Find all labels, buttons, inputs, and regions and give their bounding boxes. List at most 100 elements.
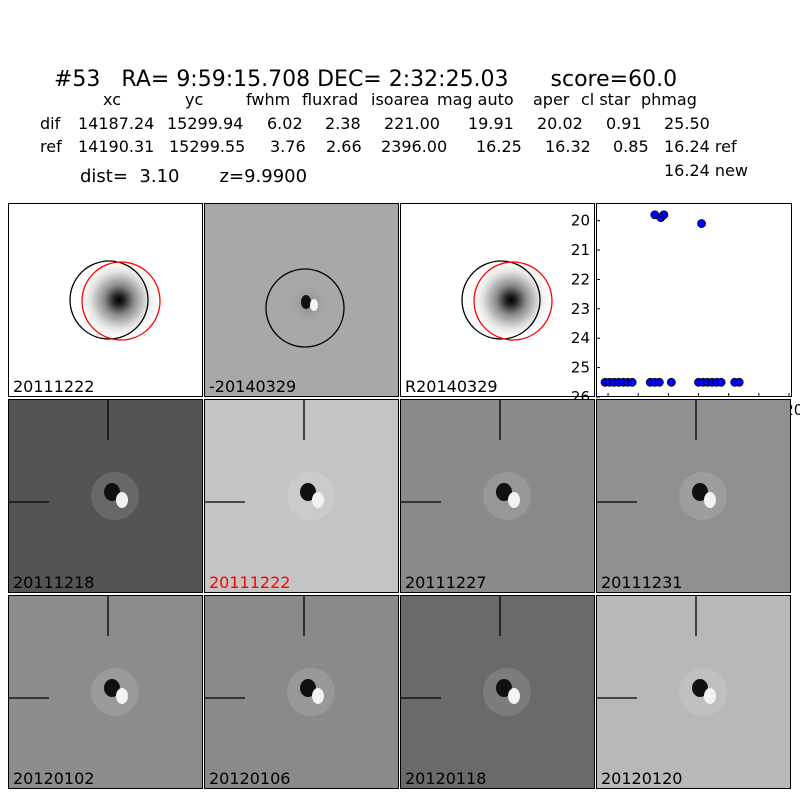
residual-bright (116, 688, 128, 704)
dif-aper: 20.02 (537, 114, 583, 133)
y-tick-label: 21 (571, 241, 590, 259)
col-isoarea: isoarea (371, 90, 430, 109)
star-blob (77, 258, 161, 342)
dif-isoarea: 221.00 (384, 114, 440, 133)
residual-bright (116, 492, 128, 508)
score-label: score= (550, 67, 629, 92)
dipole-bright (310, 299, 318, 311)
panel-label: 20120106 (209, 769, 291, 788)
panel-label: 20120120 (601, 769, 683, 788)
lightcurve-svg: 20212223242526020406080100120 (571, 203, 800, 419)
dist-label: dist= (80, 166, 128, 187)
epoch-panel: 20120120 (596, 595, 791, 789)
ref-isoarea: 2396.00 (381, 137, 448, 156)
ref-mag-auto: 16.25 (476, 137, 522, 156)
dif-fwhm: 6.02 (267, 114, 303, 133)
dist-line: dist= 3.10 z=9.9900 (80, 166, 307, 187)
dif-fluxrad: 2.38 (325, 114, 361, 133)
residual-dark (692, 483, 708, 501)
residual-dark (496, 483, 512, 501)
epoch-image (597, 596, 727, 716)
data-point (659, 210, 669, 220)
epoch-panel: 20120102 (8, 595, 203, 789)
data-point (654, 377, 664, 387)
panel-label: 20111222 (209, 573, 291, 592)
dif-cl-star: 0.91 (606, 114, 642, 133)
residual-dark (300, 483, 316, 501)
panel-label: 20111218 (13, 573, 95, 592)
panel-label: 20111227 (405, 573, 487, 592)
epoch-panel: 20120118 (400, 595, 595, 789)
epoch-image (401, 596, 531, 716)
black-aperture-circle (461, 260, 541, 340)
candidate-title: #53 RA= 9:59:15.708 DEC= 2:32:25.03 scor… (40, 42, 677, 92)
residual-dark (496, 679, 512, 697)
score-value: 60.0 (628, 67, 678, 92)
ra-value: 9:59:15.708 (176, 67, 311, 92)
candidate-id: #53 (54, 67, 101, 92)
dif-xc: 14187.24 (78, 114, 155, 133)
epoch-panel: 20111222 (204, 399, 399, 593)
new-ref-image-panel: R20140329 (400, 203, 595, 397)
residual-dark (104, 679, 120, 697)
dif-mag-auto: 19.91 (468, 114, 514, 133)
y-tick-label: 22 (571, 270, 590, 288)
ref-image-panel: 20111222 (8, 203, 203, 397)
dipole-dark (301, 295, 311, 309)
new-ref-image (461, 258, 553, 342)
dist-value: 3.10 (139, 166, 180, 187)
data-point (716, 377, 726, 387)
data-point (697, 219, 706, 228)
epoch-image (205, 596, 335, 716)
diff-image (265, 268, 345, 348)
ref-phmag: 16.24 ref (664, 137, 737, 156)
panel-label: 20120102 (13, 769, 95, 788)
residual-bright (312, 492, 324, 508)
epoch-image (9, 400, 139, 520)
residual-dark (300, 679, 316, 697)
y-tick-label: 25 (571, 359, 590, 377)
black-aperture-circle (69, 260, 149, 340)
new-phmag: 16.24 new (664, 161, 748, 180)
ref-fluxrad: 2.66 (326, 137, 362, 156)
ref-cl-star: 0.85 (613, 137, 649, 156)
residual-bright (704, 688, 716, 704)
epoch-image (205, 400, 335, 520)
data-point (666, 377, 676, 387)
z-value: 9.9900 (244, 166, 308, 187)
y-tick-label: 20 (571, 212, 590, 230)
epoch-panel: 20111231 (596, 399, 791, 593)
data-point (627, 377, 637, 387)
residual-dark (692, 679, 708, 697)
col-fluxrad: fluxrad (302, 90, 359, 109)
residual-bright (312, 688, 324, 704)
dec-label: DEC= (317, 67, 382, 92)
panel-label: 20120118 (405, 769, 487, 788)
epoch-panel: 20120106 (204, 595, 399, 789)
data-point (734, 377, 744, 387)
red-aperture-circle (473, 261, 553, 341)
col-fwhm: fwhm (246, 90, 291, 109)
col-aper: aper (533, 90, 570, 109)
y-tick-label: 23 (571, 300, 590, 318)
epoch-image (401, 400, 531, 520)
diff-image-panel: -20140329 (204, 203, 399, 397)
lightcurve-chart: 20212223242526020406080100120 (571, 203, 800, 419)
panel-label: 20111222 (13, 377, 95, 396)
panel-label: -20140329 (209, 377, 297, 396)
z-label: z= (219, 166, 245, 187)
panel-label: R20140329 (405, 377, 498, 396)
epoch-image (597, 400, 727, 520)
dif-phmag: 25.50 (664, 114, 710, 133)
col-yc: yc (185, 90, 204, 109)
ref-yc: 15299.55 (169, 137, 246, 156)
black-aperture-circle (265, 268, 345, 348)
residual-bright (508, 688, 520, 704)
residual-bright (508, 492, 520, 508)
ref-fwhm: 3.76 (270, 137, 306, 156)
epoch-image (9, 596, 139, 716)
ra-label: RA= (121, 67, 170, 92)
dif-label: dif (40, 114, 61, 133)
residual-dark (104, 483, 120, 501)
ref-aper: 16.32 (545, 137, 591, 156)
